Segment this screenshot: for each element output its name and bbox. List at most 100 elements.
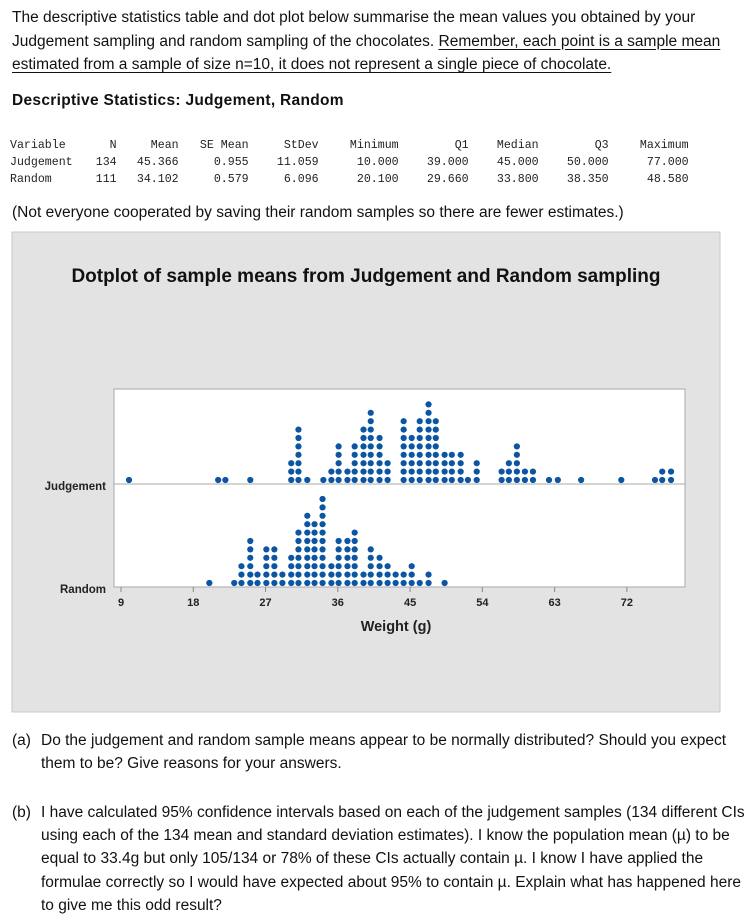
cell: 33.800 [496, 173, 539, 186]
dot-judgement [448, 468, 455, 475]
dot-random [319, 554, 326, 561]
dot-random [351, 546, 358, 553]
dot-judgement [360, 451, 367, 458]
dot-random [360, 571, 367, 578]
dot-random [263, 579, 270, 587]
dot-random [311, 521, 318, 528]
dot-judgement [513, 476, 520, 484]
dot-judgement [425, 418, 432, 425]
dot-judgement [513, 443, 520, 450]
dot-judgement [432, 460, 439, 467]
dot-judgement [432, 451, 439, 458]
dot-judgement [367, 443, 374, 450]
dot-judgement [505, 476, 512, 484]
dot-random [311, 554, 318, 561]
cell: 10.000 [356, 156, 399, 169]
intro-reminder: Remember, each point is a sample mean es… [12, 32, 721, 74]
dot-random [416, 579, 423, 587]
dot-judgement [328, 468, 335, 475]
dot-random [319, 563, 326, 570]
dot-judgement [457, 476, 464, 484]
dot-random [231, 579, 238, 587]
dot-judgement [448, 451, 455, 458]
dot-judgement [400, 468, 407, 475]
dot-random [351, 571, 358, 578]
dot-random [263, 571, 270, 578]
dot-judgement [400, 460, 407, 467]
dot-random [344, 546, 351, 553]
dot-random [319, 571, 326, 578]
dot-random [319, 495, 326, 503]
dot-random [367, 554, 374, 561]
dot-judgement [295, 451, 302, 458]
dot-judgement [376, 460, 383, 467]
question-a: (a) Do the judgement and random sample m… [12, 729, 747, 775]
cell: 0.955 [213, 156, 249, 169]
question-b: (b) I have calculated 95% confidence int… [12, 801, 747, 917]
dot-judgement [432, 443, 439, 450]
dot-random [263, 546, 270, 553]
dot-judgement [400, 434, 407, 442]
dot-judgement [425, 434, 432, 442]
dot-judgement [408, 468, 415, 475]
dot-judgement [408, 434, 415, 442]
dot-random [319, 579, 326, 587]
dot-judgement [618, 476, 625, 484]
dot-random [288, 571, 295, 578]
cell: 39.000 [426, 156, 469, 169]
dot-judgement [416, 418, 423, 425]
dot-random [408, 563, 415, 570]
dot-judgement [247, 476, 254, 484]
dot-judgement [441, 476, 448, 484]
question-label: (a) [12, 732, 31, 749]
x-tick-label: 36 [332, 597, 344, 609]
cell: 29.660 [426, 173, 469, 186]
dot-judgement [667, 476, 675, 484]
dot-judgement [351, 443, 358, 450]
dot-judgement [295, 476, 302, 484]
dot-judgement [408, 451, 415, 458]
dot-random [319, 529, 326, 536]
dot-judgement [335, 476, 342, 484]
dot-random [344, 571, 351, 578]
cell: 38.350 [566, 173, 609, 186]
dot-random [288, 554, 295, 561]
dot-judgement [384, 460, 391, 467]
dot-random [247, 537, 254, 545]
cell: 45.366 [136, 156, 179, 169]
x-tick-label: 45 [404, 597, 416, 609]
dot-judgement [376, 468, 383, 475]
cell: 45.000 [496, 156, 539, 169]
dot-judgement [659, 476, 666, 484]
cell: 134 [95, 156, 117, 169]
dot-random [263, 563, 270, 570]
dot-judgement [222, 476, 229, 484]
dot-random [400, 579, 407, 587]
dot-judgement [425, 426, 432, 433]
dot-random [367, 546, 374, 553]
cell: 77.000 [646, 156, 689, 169]
intro-paragraph: The descriptive statistics table and dot… [12, 6, 747, 77]
dot-random [328, 563, 335, 570]
dot-judgement [425, 476, 432, 484]
dot-random [319, 537, 326, 545]
dot-random [328, 579, 335, 587]
dot-judgement [457, 468, 464, 475]
dot-random [311, 571, 318, 578]
dot-random [425, 579, 432, 587]
cell: 11.059 [276, 156, 319, 169]
dot-judgement [335, 468, 342, 475]
series-label-random: Random [60, 584, 106, 596]
series-label-judgement: Judgement [45, 481, 107, 493]
dot-random [288, 579, 295, 587]
dot-judgement [432, 476, 439, 484]
dot-judgement [441, 451, 448, 458]
table-row: Judgement 134 45.366 0.955 11.059 10.000… [10, 154, 689, 171]
dot-judgement [513, 451, 520, 458]
dot-judgement [578, 476, 585, 484]
dot-judgement [651, 476, 659, 484]
col-header: Q3 [594, 139, 609, 152]
dot-random [319, 546, 326, 553]
dot-random [351, 529, 358, 536]
dot-judgement [367, 409, 374, 416]
